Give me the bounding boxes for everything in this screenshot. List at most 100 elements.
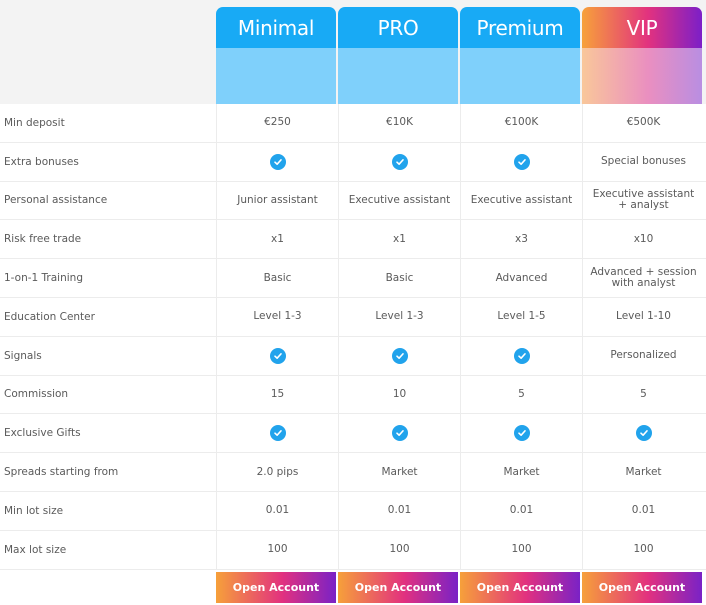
- row-label: Risk free trade: [4, 233, 82, 246]
- table-cell: 10: [338, 375, 460, 414]
- row-label: Extra bonuses: [4, 155, 79, 168]
- open-account-button-premium[interactable]: Open Account: [460, 572, 580, 603]
- plan-header-panel: [338, 48, 458, 104]
- row-label: Education Center: [4, 310, 95, 323]
- row-label: Min deposit: [4, 116, 65, 129]
- checkmark-icon: [269, 153, 286, 170]
- plan-header-pro: PRO: [338, 7, 458, 104]
- row-label: Signals: [4, 349, 42, 362]
- table-cell: €100K: [460, 104, 582, 142]
- table-cell: €250: [216, 104, 338, 142]
- plan-header-panel: [216, 48, 336, 104]
- table-row: Min deposit €250 €10K €100K €500K: [0, 104, 706, 143]
- table-cell: Junior assistant: [216, 181, 338, 220]
- table-cell: 2.0 pips: [216, 453, 338, 491]
- table-cell-check: [216, 336, 338, 375]
- checkmark-icon: [391, 347, 408, 364]
- checkmark-icon: [269, 425, 286, 442]
- table-row: Extra bonuses Special bonuses: [0, 142, 706, 182]
- table-cell: x1: [338, 220, 460, 259]
- table-row: 1-on-1 Training Basic Basic Advanced Advance…: [0, 259, 706, 298]
- table-cell: Special bonuses: [582, 142, 704, 181]
- table-cell: x3: [460, 220, 582, 259]
- table-row: Risk free trade x1 x1 x3 x10: [0, 220, 706, 260]
- table-cell: Personalized: [582, 336, 704, 375]
- table-cell: Basic: [338, 259, 460, 297]
- table-cell: Executive assistant: [460, 181, 582, 220]
- table-cell: Market: [338, 453, 460, 491]
- plan-header-panel: [460, 48, 580, 104]
- checkmark-icon: [391, 153, 408, 170]
- table-cell: 0.01: [582, 491, 704, 530]
- table-cell: €500K: [582, 104, 704, 142]
- checkmark-icon: [635, 425, 652, 442]
- table-cell: Level 1-3: [216, 297, 338, 336]
- table-row: Commission 15 10 5 5: [0, 375, 706, 415]
- row-label: Commission: [4, 388, 69, 401]
- table-cell-check: [460, 142, 582, 181]
- plan-title: Minimal: [216, 7, 336, 48]
- table-cell: Market: [460, 453, 582, 491]
- plan-title: VIP: [582, 7, 702, 48]
- table-row: Spreads starting from 2.0 pips Market Marke…: [0, 453, 706, 492]
- table-cell-check: [460, 414, 582, 453]
- table-cell: Basic: [216, 259, 338, 297]
- table-cell: x1: [216, 220, 338, 259]
- table-cell: 100: [460, 530, 582, 569]
- table-row: Personal assistance Junior assistant Execu…: [0, 181, 706, 221]
- checkmark-icon: [513, 347, 530, 364]
- open-account-button-vip[interactable]: Open Account: [582, 572, 702, 603]
- table-cell: 5: [460, 375, 582, 414]
- table-row: Max lot size 100 100 100 100: [0, 530, 706, 570]
- plan-title: Premium: [460, 7, 580, 48]
- checkmark-icon: [269, 347, 286, 364]
- plan-header-premium: Premium: [460, 7, 580, 104]
- table-cell: Advanced + session with analyst: [582, 259, 704, 297]
- table-cell-check: [582, 414, 704, 453]
- row-label: Exclusive Gifts: [4, 427, 81, 440]
- table-cell: Executive assistant + analyst: [582, 181, 704, 220]
- table-cell: 100: [338, 530, 460, 569]
- plan-title: PRO: [338, 7, 458, 48]
- table-cell-check: [338, 414, 460, 453]
- row-label: Min lot size: [4, 504, 64, 517]
- table-cell: x10: [582, 220, 704, 259]
- table-cell: 0.01: [338, 491, 460, 530]
- table-cell: Level 1-10: [582, 297, 704, 336]
- table-row: Signals Personalized: [0, 336, 706, 376]
- checkmark-icon: [391, 425, 408, 442]
- row-label: Personal assistance: [4, 194, 108, 207]
- table-cell: 5: [582, 375, 704, 414]
- cta-footer: Open Account Open Account Open Account O…: [0, 570, 706, 605]
- table-cell-check: [460, 336, 582, 375]
- table-cell-check: [216, 414, 338, 453]
- open-account-button-minimal[interactable]: Open Account: [216, 572, 336, 603]
- plan-header-panel: [582, 48, 702, 104]
- table-cell: 100: [582, 530, 704, 569]
- table-row: Education Center Level 1-3 Level 1-3 Level …: [0, 297, 706, 337]
- table-cell: Level 1-3: [338, 297, 460, 336]
- table-row: Min lot size 0.01 0.01 0.01 0.01: [0, 491, 706, 531]
- row-label: Max lot size: [4, 543, 67, 556]
- table-cell: Level 1-5: [460, 297, 582, 336]
- row-label: Spreads starting from: [4, 466, 119, 479]
- plan-header-vip: VIP: [582, 7, 702, 104]
- table-cell: €10K: [338, 104, 460, 142]
- table-cell: 0.01: [216, 491, 338, 530]
- row-label: 1-on-1 Training: [4, 272, 83, 285]
- table-row: Exclusive Gifts: [0, 414, 706, 454]
- table-cell: Advanced: [460, 259, 582, 297]
- table-cell: 0.01: [460, 491, 582, 530]
- table-cell: 100: [216, 530, 338, 569]
- checkmark-icon: [513, 153, 530, 170]
- open-account-button-pro[interactable]: Open Account: [338, 572, 458, 603]
- comparison-table: Min deposit €250 €10K €100K €500K Extra bonus…: [0, 104, 706, 570]
- table-cell: Market: [582, 453, 704, 491]
- table-cell-check: [338, 336, 460, 375]
- plan-header-minimal: Minimal: [216, 7, 336, 104]
- table-cell: 15: [216, 375, 338, 414]
- checkmark-icon: [513, 425, 530, 442]
- table-cell-check: [216, 142, 338, 181]
- table-cell-check: [338, 142, 460, 181]
- table-cell: Executive assistant: [338, 181, 460, 220]
